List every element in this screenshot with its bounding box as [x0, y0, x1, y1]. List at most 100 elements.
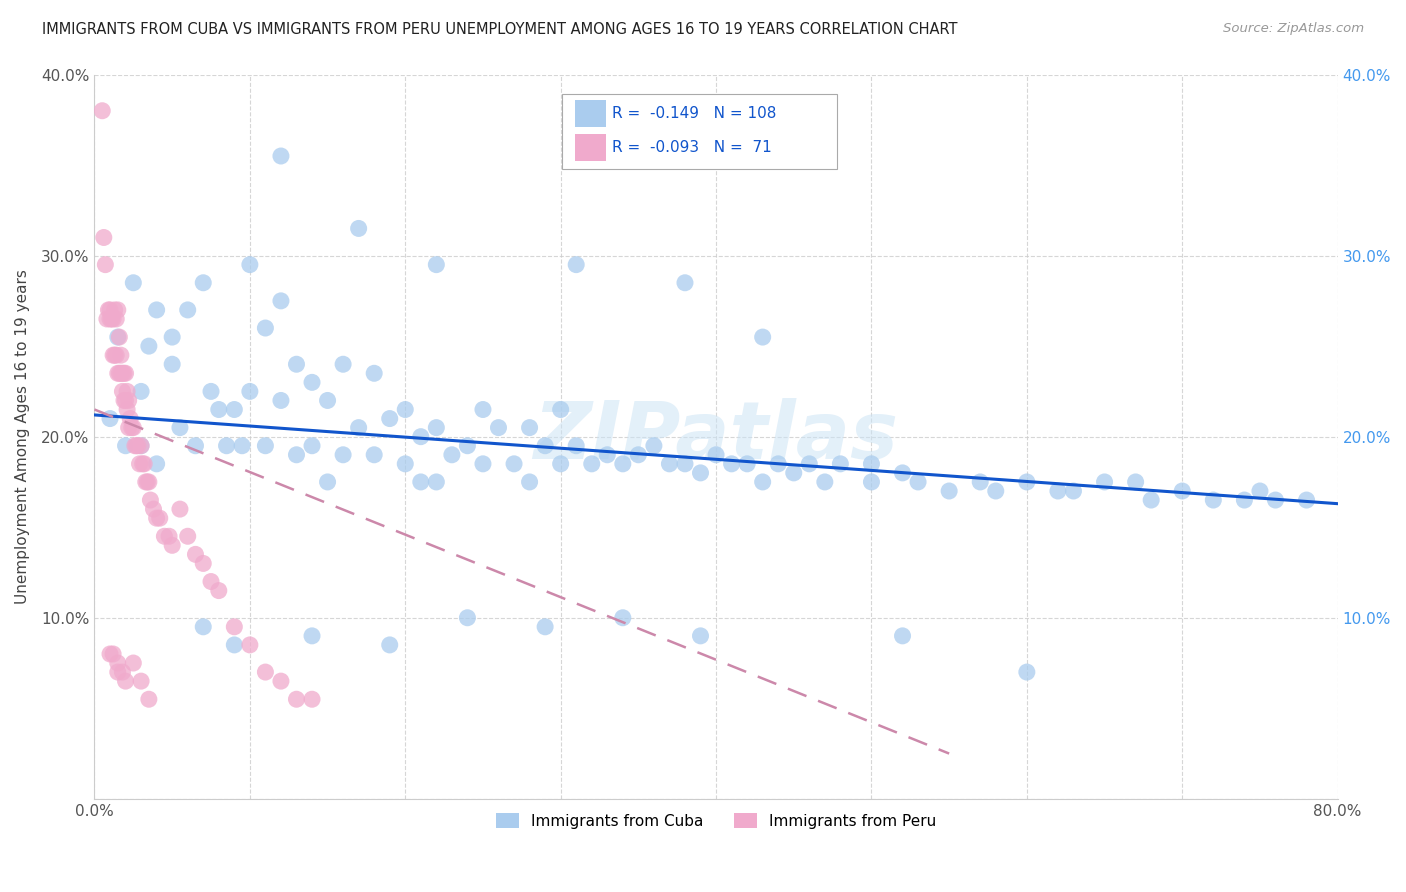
Point [425, 475, 447, 489]
Point [108, 366, 131, 380]
Point [301, 629, 323, 643]
Point [1094, 475, 1116, 489]
Text: R =  -0.149   N = 108: R = -0.149 N = 108 [612, 106, 776, 120]
Point [301, 692, 323, 706]
Point [285, 448, 308, 462]
Point [114, 439, 136, 453]
Point [673, 457, 696, 471]
Point [735, 457, 758, 471]
Point [239, 384, 262, 399]
Point [891, 629, 914, 643]
Point [363, 366, 385, 380]
Point [1264, 493, 1286, 508]
Point [122, 420, 145, 434]
Point [145, 511, 167, 525]
Point [969, 475, 991, 489]
Point [104, 348, 127, 362]
Point [830, 457, 852, 471]
Point [938, 483, 960, 498]
Point [208, 402, 231, 417]
Point [93, 230, 115, 244]
Point [550, 457, 572, 471]
Point [177, 529, 200, 543]
Point [581, 457, 603, 471]
Point [100, 312, 122, 326]
Point [751, 475, 773, 489]
Point [107, 665, 129, 679]
Point [456, 439, 478, 453]
Point [129, 674, 152, 689]
Point [565, 258, 588, 272]
Point [472, 457, 495, 471]
Point [98, 411, 121, 425]
Text: Source: ZipAtlas.com: Source: ZipAtlas.com [1223, 22, 1364, 36]
Point [107, 302, 129, 317]
Point [111, 366, 134, 380]
Legend: Immigrants from Cuba, Immigrants from Peru: Immigrants from Cuba, Immigrants from Pe… [489, 806, 942, 835]
Point [378, 638, 401, 652]
Point [138, 475, 160, 489]
Point [472, 402, 495, 417]
Point [169, 420, 191, 434]
Point [131, 457, 153, 471]
Point [124, 439, 146, 453]
Point [138, 692, 160, 706]
Point [1046, 483, 1069, 498]
Point [378, 411, 401, 425]
Point [596, 448, 619, 462]
Point [1249, 483, 1271, 498]
Point [193, 620, 215, 634]
Point [409, 430, 432, 444]
Point [145, 302, 167, 317]
Point [114, 393, 136, 408]
Point [193, 557, 215, 571]
Point [122, 276, 145, 290]
Point [316, 475, 339, 489]
Point [270, 149, 292, 163]
Point [153, 529, 176, 543]
Point [239, 258, 262, 272]
Point [145, 457, 167, 471]
Point [1015, 475, 1038, 489]
Point [94, 258, 117, 272]
Point [107, 366, 129, 380]
Point [112, 366, 135, 380]
Point [1202, 493, 1225, 508]
Point [689, 629, 711, 643]
Point [347, 420, 370, 434]
Text: ZIPatlas: ZIPatlas [533, 398, 898, 475]
Point [208, 583, 231, 598]
Point [128, 457, 150, 471]
Point [120, 411, 142, 425]
Point [612, 611, 634, 625]
Point [118, 420, 141, 434]
Point [860, 457, 883, 471]
Point [891, 466, 914, 480]
Point [118, 393, 141, 408]
Point [101, 312, 124, 326]
Point [285, 692, 308, 706]
Point [254, 321, 277, 335]
Point [332, 357, 354, 371]
Point [394, 402, 416, 417]
Text: IMMIGRANTS FROM CUBA VS IMMIGRANTS FROM PERU UNEMPLOYMENT AMONG AGES 16 TO 19 YE: IMMIGRANTS FROM CUBA VS IMMIGRANTS FROM … [42, 22, 957, 37]
Point [1233, 493, 1256, 508]
Point [224, 620, 246, 634]
Point [97, 302, 120, 317]
Point [98, 647, 121, 661]
Point [215, 439, 238, 453]
Point [394, 457, 416, 471]
Point [110, 348, 132, 362]
Point [425, 258, 447, 272]
Point [643, 439, 665, 453]
Point [239, 638, 262, 652]
Point [704, 448, 727, 462]
Point [254, 665, 277, 679]
Point [332, 448, 354, 462]
Point [301, 376, 323, 390]
Point [270, 293, 292, 308]
Point [111, 384, 134, 399]
Point [129, 384, 152, 399]
Point [1062, 483, 1084, 498]
Point [105, 348, 128, 362]
